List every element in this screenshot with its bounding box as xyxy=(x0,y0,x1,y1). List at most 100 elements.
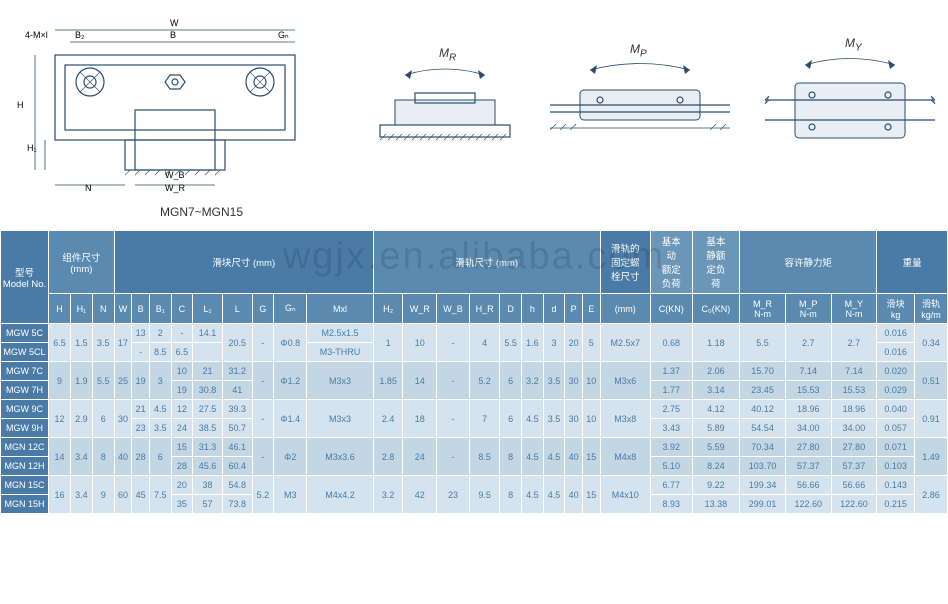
data-cell: 20 xyxy=(171,476,193,495)
data-cell: 13.38 xyxy=(692,495,740,514)
data-cell: 23 xyxy=(132,419,150,438)
data-cell: M2.5x7 xyxy=(600,324,650,362)
data-cell: 3.2 xyxy=(522,362,544,400)
data-cell: 4.5 xyxy=(543,438,565,476)
dim-4ml: 4-M×l xyxy=(25,30,48,40)
data-cell: 8 xyxy=(500,438,522,476)
data-cell: 18.96 xyxy=(831,400,877,419)
data-cell: 6 xyxy=(500,400,522,438)
data-cell: 7 xyxy=(469,400,499,438)
data-cell: 2.06 xyxy=(692,362,740,381)
col-header: N xyxy=(92,294,114,324)
data-cell: 57.37 xyxy=(831,457,877,476)
col-header: H₂ xyxy=(373,294,403,324)
data-cell: 0.016 xyxy=(877,343,915,362)
data-cell: 0.103 xyxy=(877,457,915,476)
data-cell: 54.8 xyxy=(222,476,252,495)
model-cell: MGW 7C xyxy=(1,362,49,381)
data-cell: 40 xyxy=(114,438,132,476)
col-header: C₀(KN) xyxy=(692,294,740,324)
data-cell: 18.96 xyxy=(785,400,831,419)
data-cell: 9.22 xyxy=(692,476,740,495)
data-cell: 0.34 xyxy=(914,324,947,362)
hdr-bolt: 滑轨的 固定螺 栓尺寸 xyxy=(600,231,650,294)
data-cell: 41 xyxy=(222,381,252,400)
data-cell: M4x4.2 xyxy=(307,476,373,514)
data-cell: 2.7 xyxy=(785,324,831,362)
data-cell: 57.37 xyxy=(785,457,831,476)
data-cell: 5.89 xyxy=(692,419,740,438)
dim-h: H xyxy=(17,100,24,110)
col-header: L xyxy=(222,294,252,324)
data-cell: - xyxy=(132,343,150,362)
data-cell: 3.5 xyxy=(149,419,171,438)
data-cell: 45.6 xyxy=(193,457,223,476)
col-header: H₁ xyxy=(70,294,92,324)
mp-drawing xyxy=(545,60,735,170)
dim-gn: Gₙ xyxy=(278,30,289,41)
col-header: B xyxy=(132,294,150,324)
data-cell: 0.91 xyxy=(914,400,947,438)
data-cell: 30 xyxy=(114,400,132,438)
data-cell: 1 xyxy=(373,324,403,362)
data-cell: 60.4 xyxy=(222,457,252,476)
data-cell: 40.12 xyxy=(740,400,786,419)
data-cell: 6 xyxy=(92,400,114,438)
model-cell: MGN 15C xyxy=(1,476,49,495)
data-cell: 0.143 xyxy=(877,476,915,495)
data-cell: 15.53 xyxy=(831,381,877,400)
data-cell: 38 xyxy=(193,476,223,495)
data-cell: 45 xyxy=(132,476,150,514)
model-cell: MGN 12C xyxy=(1,438,49,457)
col-header: h xyxy=(522,294,544,324)
data-cell: 2.4 xyxy=(373,400,403,438)
data-cell: 3.2 xyxy=(373,476,403,514)
data-cell: M3x3.6 xyxy=(307,438,373,476)
data-cell: 19 xyxy=(171,381,193,400)
col-header: D xyxy=(500,294,522,324)
data-cell: - xyxy=(437,324,470,362)
col-header: C(KN) xyxy=(650,294,692,324)
model-cell: MGN 12H xyxy=(1,457,49,476)
data-cell: 17 xyxy=(114,324,132,362)
data-cell: 3.14 xyxy=(692,381,740,400)
data-cell: 1.18 xyxy=(692,324,740,362)
col-header: W xyxy=(114,294,132,324)
data-cell: 4.5 xyxy=(522,476,544,514)
data-cell: 10 xyxy=(403,324,437,362)
data-cell: - xyxy=(437,438,470,476)
data-cell: 20.5 xyxy=(222,324,252,362)
data-cell: 12 xyxy=(49,400,71,438)
data-cell: 7.14 xyxy=(831,362,877,381)
data-cell: 28 xyxy=(132,438,150,476)
dim-n: N xyxy=(85,183,92,193)
data-cell: 21 xyxy=(193,362,223,381)
col-header: P xyxy=(565,294,583,324)
data-cell: Φ2 xyxy=(274,438,307,476)
data-cell: 12 xyxy=(171,400,193,419)
hdr-cdyn: 基本 动 额定 负荷 xyxy=(650,231,692,294)
data-cell: 5.2 xyxy=(252,476,274,514)
data-cell: 34.00 xyxy=(831,419,877,438)
data-cell: 31.2 xyxy=(222,362,252,381)
data-cell: 3.5 xyxy=(92,324,114,362)
data-cell: 18 xyxy=(403,400,437,438)
data-cell: 14 xyxy=(49,438,71,476)
data-cell: 4.5 xyxy=(149,400,171,419)
data-cell: 2.86 xyxy=(914,476,947,514)
model-cell: MGW 7H xyxy=(1,381,49,400)
model-cell: MGW 9H xyxy=(1,419,49,438)
data-cell: 35 xyxy=(171,495,193,514)
mr-drawing xyxy=(370,65,520,165)
data-cell: 0.51 xyxy=(914,362,947,400)
diagram-area: 4-M×l W B₂ B Gₙ H H₁ N W_B W_R xyxy=(0,0,948,230)
data-cell: 0.020 xyxy=(877,362,915,381)
col-header: E xyxy=(582,294,600,324)
col-header: M_P N-m xyxy=(785,294,831,324)
data-cell: 8 xyxy=(500,476,522,514)
data-cell: 4.12 xyxy=(692,400,740,419)
data-cell: 1.9 xyxy=(70,362,92,400)
data-cell: 3.5 xyxy=(543,362,565,400)
data-cell: 5.10 xyxy=(650,457,692,476)
data-cell: 56.66 xyxy=(785,476,831,495)
